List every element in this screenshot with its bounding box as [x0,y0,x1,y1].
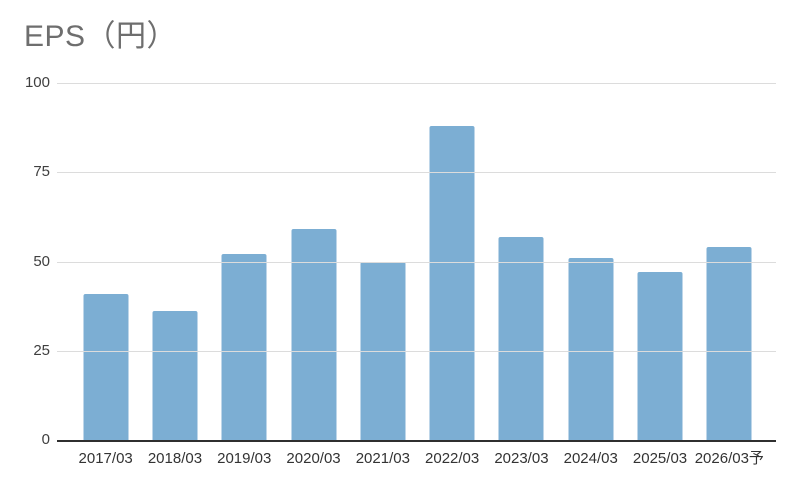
bar-band [140,83,209,440]
x-axis-label-2017/03: 2017/03 [78,450,133,467]
gridline-50 [57,261,776,263]
bar-band [625,83,694,440]
y-axis-tick-label-25: 25 [33,341,50,359]
x-axis-label-2025/03: 2025/03 [632,450,688,467]
bar-2026/03予[interactable] [706,247,752,440]
bar-2019/03[interactable] [221,254,267,440]
x-axis-label-2021/03: 2021/03 [355,450,410,467]
y-axis-tick-label-0: 0 [41,431,50,448]
bar-2022/03[interactable] [429,125,475,440]
x-axis-label-2018/03: 2018/03 [147,450,203,467]
x-axis-label-2024/03: 2024/03 [563,450,618,467]
bar-2020/03[interactable] [291,229,337,440]
bar-2025/03[interactable] [637,272,683,440]
bar-2018/03[interactable] [152,311,198,440]
bar-band [487,83,556,440]
x-axis-label-2022/03: 2022/03 [425,450,480,467]
gridline-25 [57,350,776,352]
bar-band [556,83,625,440]
bar-2023/03[interactable] [498,236,544,440]
y-axis-tick-label-100: 100 [24,74,50,91]
gridline-100 [57,83,776,84]
gridline-75 [57,172,776,174]
y-axis-tick-label-50: 50 [33,252,50,270]
y-axis-tick-label-75: 75 [33,163,50,181]
x-axis-labels: 2017/03 2018/03 2019/03 2020/03 2021/03 2022/… [71,450,764,468]
bar-band [210,83,279,440]
bar-band [279,83,348,440]
bar-band [695,83,764,440]
chart-title: EPS（円） [24,20,178,53]
plot-area [57,83,776,442]
x-axis-label-2020/03: 2020/03 [286,450,341,467]
bar-2024/03[interactable] [568,257,614,440]
bar-2017/03[interactable] [83,293,129,440]
x-axis-label-2019/03: 2019/03 [217,450,272,467]
bar-band [417,83,486,440]
x-axis-label-2023/03: 2023/03 [494,450,549,467]
y-axis-labels: 100 75 50 25 0 [0,74,50,448]
x-axis-label-2026/03予: 2026/03予 [694,450,764,467]
bar-band [71,83,140,440]
